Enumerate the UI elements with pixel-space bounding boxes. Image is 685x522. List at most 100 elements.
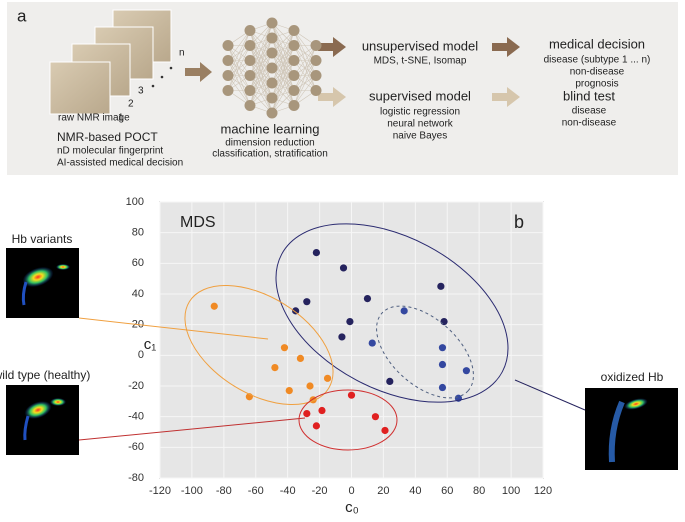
point: [381, 426, 389, 435]
panel-label: b: [514, 212, 524, 232]
inset-label: Hb variants: [12, 232, 73, 246]
point: [438, 360, 447, 369]
point: [368, 339, 376, 347]
edge: [227, 60, 251, 91]
node: [266, 107, 278, 119]
y-tick-label: 0: [138, 349, 144, 361]
panel-label: a: [17, 6, 27, 25]
node: [266, 62, 278, 74]
node: [310, 85, 322, 96]
x-tick-label: -20: [312, 485, 328, 497]
text: supervised model: [369, 88, 471, 103]
edge: [227, 30, 251, 76]
edge: [293, 60, 317, 106]
arrows: [185, 37, 520, 107]
node: [244, 70, 256, 81]
neural-network: [222, 17, 322, 119]
node: [288, 70, 300, 81]
text: unsupervised model: [362, 38, 478, 53]
text: NMR-based POCT: [57, 130, 158, 144]
x-tick-label: -60: [248, 485, 264, 497]
y-tick-label: -20: [128, 380, 144, 392]
edge: [249, 22, 273, 61]
point: [210, 302, 218, 310]
node: [266, 92, 278, 104]
inset-label: oxidized Hb: [601, 370, 664, 384]
edge: [271, 60, 295, 114]
node: [288, 55, 300, 66]
point: [371, 413, 380, 421]
node: [266, 77, 278, 89]
node: [266, 17, 278, 29]
y-axis-label: c₁: [144, 336, 157, 353]
number: 3: [138, 86, 144, 97]
x-tick-label: -120: [149, 485, 171, 497]
caption: raw NMR image: [58, 113, 130, 124]
node: [310, 40, 322, 51]
node: [288, 85, 300, 96]
y-tick-label: 60: [132, 257, 144, 269]
point: [438, 344, 447, 352]
text: disease: [572, 106, 607, 117]
point: [296, 354, 305, 362]
point: [312, 249, 320, 257]
image-stack: [49, 9, 173, 115]
node: [222, 85, 234, 96]
node: [288, 25, 300, 36]
group-ellipses: [184, 223, 509, 451]
point: [323, 374, 332, 382]
y-tick-label: -80: [128, 472, 144, 484]
point: [306, 382, 314, 390]
edge: [227, 30, 251, 91]
node: [310, 70, 322, 81]
edge: [227, 45, 251, 91]
edge: [271, 30, 295, 69]
x-tick-label: -80: [216, 485, 232, 497]
x-tick-label: 0: [348, 485, 354, 497]
point: [440, 318, 448, 326]
y-tick-label: -60: [128, 441, 144, 453]
node: [244, 40, 256, 51]
edge: [271, 75, 295, 114]
x-tick-label: -40: [280, 485, 296, 497]
edge: [293, 75, 317, 106]
node: [244, 100, 256, 111]
edge: [293, 45, 317, 76]
y-tick-label: 80: [132, 227, 144, 239]
text: nD molecular fingerprint: [57, 146, 163, 157]
point: [303, 298, 311, 306]
x-tick-label: 20: [377, 485, 389, 497]
point: [437, 282, 445, 290]
node: [244, 55, 256, 66]
text: blind test: [563, 88, 615, 103]
edge: [249, 52, 273, 106]
node: [288, 40, 300, 51]
text: medical decision: [549, 36, 645, 51]
point: [271, 364, 279, 372]
point: [438, 383, 447, 392]
point: [285, 387, 293, 395]
text: AI-assisted medical decision: [57, 158, 183, 169]
node: [266, 32, 278, 44]
number: n: [179, 48, 185, 59]
chart-title: MDS: [180, 214, 216, 231]
text: dimension reduction: [225, 138, 315, 149]
x-tick-label: 100: [502, 485, 520, 497]
edge: [293, 45, 317, 106]
text: prognosis: [575, 79, 618, 90]
node: [222, 40, 234, 51]
inset-label: wild type (healthy): [0, 368, 90, 382]
text: non-disease: [570, 67, 625, 78]
point: [318, 406, 326, 415]
point: [338, 333, 346, 341]
point: [339, 264, 348, 272]
y-tick-label: 100: [126, 196, 144, 208]
x-tick-label: 120: [534, 485, 552, 497]
edge: [227, 30, 251, 61]
edge: [249, 22, 273, 76]
insets: [6, 248, 678, 470]
x-tick-label: 60: [441, 485, 453, 497]
point: [303, 410, 311, 418]
point: [462, 367, 470, 375]
node: [222, 70, 234, 81]
